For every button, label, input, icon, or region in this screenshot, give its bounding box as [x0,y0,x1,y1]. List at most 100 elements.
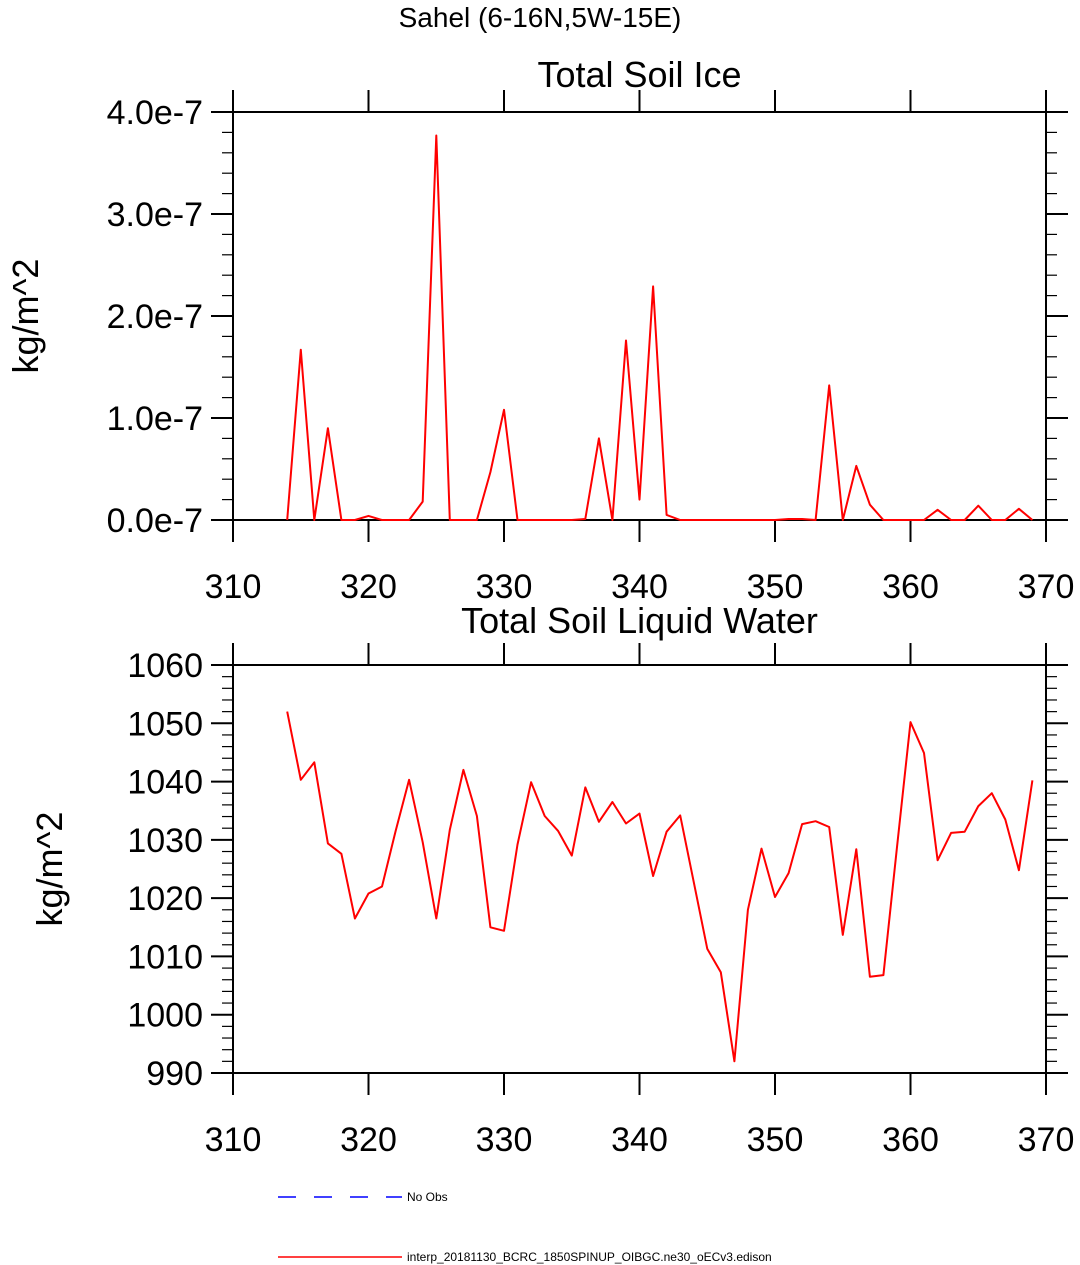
data-point [462,769,464,771]
data-point [788,518,790,520]
data-point [476,815,478,817]
data-point [489,471,491,473]
x-tick-label: 350 [747,1121,804,1159]
x-tick-label: 340 [611,1121,668,1159]
y-tick-label: 1020 [127,880,203,918]
x-tick-label: 330 [476,1121,533,1159]
data-point [910,721,912,723]
data-point [313,761,315,763]
data-point [340,519,342,521]
data-point [747,519,749,521]
plot-frame [232,111,1047,521]
data-point [300,779,302,781]
data-point [354,918,356,920]
data-point [1031,779,1033,781]
data-point [408,779,410,781]
data-point [517,844,519,846]
data-point [313,519,315,521]
data-point [381,519,383,521]
data-point [923,752,925,754]
data-point [991,792,993,794]
data-point [1031,519,1033,521]
data-point [544,519,546,521]
x-tick-label: 310 [205,1121,262,1159]
data-point [679,519,681,521]
data-point [395,830,397,832]
y-tick-label: 1060 [127,647,203,685]
y-tick-label: 1.0e-7 [107,400,203,438]
data-point [598,437,600,439]
data-point [869,976,871,978]
y-tick-label: 1000 [127,997,203,1035]
legend-label: No Obs [407,1190,448,1204]
data-point [286,519,288,521]
chart-title: Total Soil Liquid Water [461,600,818,641]
data-point [625,823,627,825]
data-point [557,830,559,832]
data-point [517,519,519,521]
data-point [801,823,803,825]
data-point [774,519,776,521]
data-point [910,519,912,521]
y-axis-label: kg/m^2 [5,259,46,374]
data-point [801,518,803,520]
data-point [449,829,451,831]
data-point [625,340,627,342]
data-point [896,519,898,521]
data-point [1004,519,1006,521]
y-tick-label: 1010 [127,938,203,976]
x-tick-label: 320 [340,568,397,606]
data-point [395,519,397,521]
data-point [706,519,708,521]
data-point [584,518,586,520]
data-point [544,815,546,817]
data-point [882,519,884,521]
x-tick-label: 370 [1018,568,1075,606]
data-point [815,820,817,822]
data-point [977,805,979,807]
data-point [598,821,600,823]
y-tick-label: 2.0e-7 [107,298,203,336]
data-point [991,519,993,521]
legend: No Obs interp_20181130_BCRC_1850SPINUP_OI… [278,1190,772,1264]
data-point [503,409,505,411]
data-point [950,519,952,521]
data-point [422,841,424,843]
plot-frame [232,664,1047,1074]
data-point [327,427,329,429]
data-point [666,831,668,833]
data-point [923,519,925,521]
data-point [652,875,654,877]
x-tick-label: 350 [747,568,804,606]
data-point [503,930,505,932]
data-point [815,519,817,521]
data-point [706,948,708,950]
data-point [937,509,939,511]
data-point [286,711,288,713]
data-point [435,135,437,137]
data-point [761,848,763,850]
data-point [720,971,722,973]
y-tick-label: 4.0e-7 [107,94,203,132]
data-point [774,896,776,898]
data-point [1018,508,1020,510]
data-point [422,501,424,503]
y-tick-label: 1040 [127,764,203,802]
data-point [828,826,830,828]
series-line [286,711,1034,1063]
data-point [652,285,654,287]
data-point [855,848,857,850]
data-point [693,519,695,521]
x-tick-label: 360 [882,568,939,606]
data-point [408,519,410,521]
data-point [788,872,790,874]
data-point [896,847,898,849]
data-point [964,519,966,521]
x-tick-label: 360 [882,1121,939,1159]
data-point [666,514,668,516]
y-tick-label: 3.0e-7 [107,196,203,234]
data-point [435,918,437,920]
data-point [639,813,641,815]
data-point [368,515,370,517]
y-tick-label: 0.0e-7 [107,502,203,540]
